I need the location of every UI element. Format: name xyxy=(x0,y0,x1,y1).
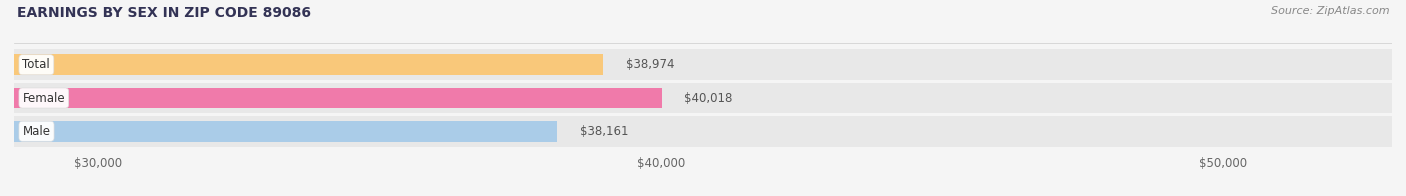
Bar xyxy=(14,88,662,108)
Text: Male: Male xyxy=(22,125,51,138)
Bar xyxy=(14,121,557,142)
Bar xyxy=(14,83,1392,113)
Text: $38,161: $38,161 xyxy=(579,125,628,138)
Text: $38,974: $38,974 xyxy=(626,58,673,71)
Text: EARNINGS BY SEX IN ZIP CODE 89086: EARNINGS BY SEX IN ZIP CODE 89086 xyxy=(17,6,311,20)
Bar xyxy=(14,54,603,75)
Text: Source: ZipAtlas.com: Source: ZipAtlas.com xyxy=(1271,6,1389,16)
Text: Female: Female xyxy=(22,92,65,104)
Text: $40,018: $40,018 xyxy=(685,92,733,104)
Bar xyxy=(14,49,1392,80)
Bar xyxy=(14,116,1392,147)
Text: Total: Total xyxy=(22,58,51,71)
